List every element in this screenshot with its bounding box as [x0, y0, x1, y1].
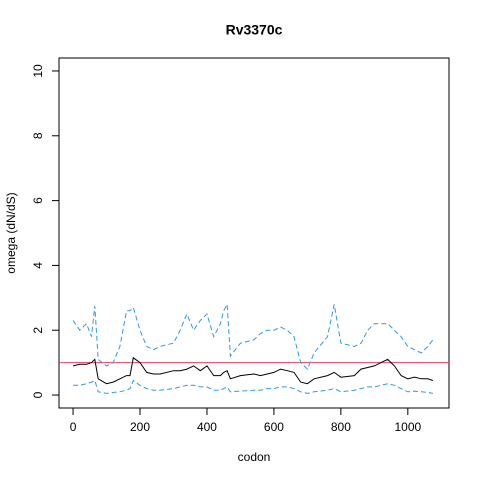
x-axis-label: codon [238, 450, 271, 464]
x-tick-label: 0 [70, 420, 77, 434]
y-tick-label: 2 [31, 327, 45, 334]
plot-frame [58, 57, 450, 409]
series-line [72, 356, 434, 385]
x-tick-label: 400 [197, 420, 217, 434]
x-tick-label: 600 [264, 420, 284, 434]
x-tick-label: 1000 [394, 420, 421, 434]
chart-title: Rv3370c [226, 22, 283, 38]
series-line [72, 302, 434, 370]
y-tick-label: 4 [31, 262, 45, 269]
y-tick-label: 6 [31, 197, 45, 204]
x-tick-label: 200 [130, 420, 150, 434]
series-line [73, 379, 433, 394]
y-tick-label: 0 [31, 391, 45, 398]
x-tick-label: 800 [331, 420, 351, 434]
y-tick-label: 8 [31, 132, 45, 139]
y-tick-label: 10 [31, 64, 45, 78]
y-axis-label: omega (dN/dS) [4, 192, 18, 273]
